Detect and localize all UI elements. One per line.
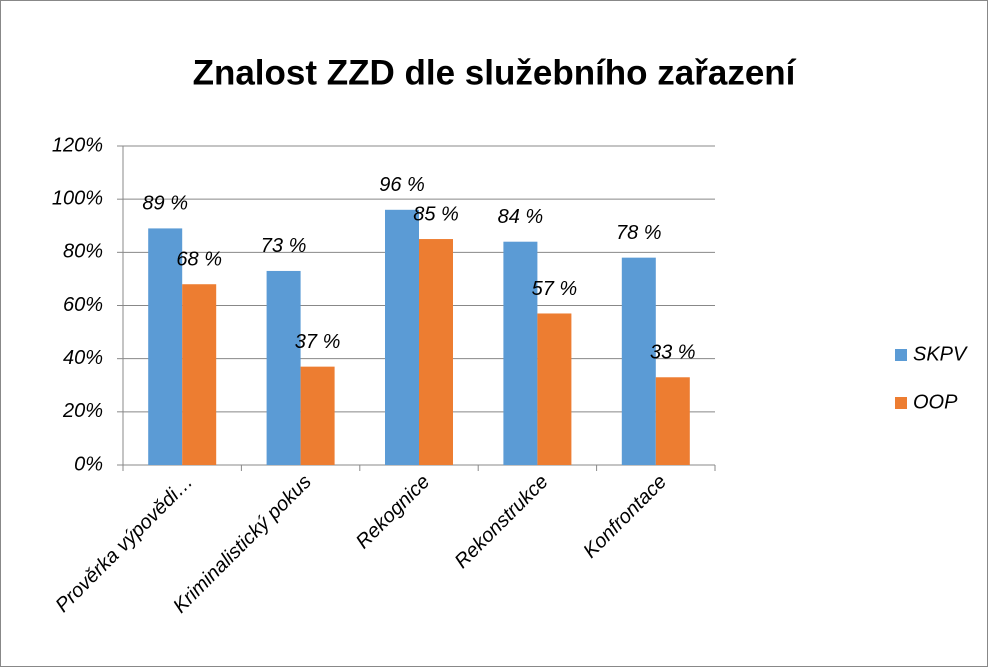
legend-label: OOP [913,391,958,413]
bar [266,270,301,465]
legend-label: SKPV [913,343,968,365]
y-tick-label: 0% [74,453,103,475]
bar [419,239,453,465]
chart-title: Znalost ZZD dle služebního zařazení [193,53,797,92]
data-label: 57 % [532,278,578,300]
bar [503,241,538,465]
data-label: 89 % [142,193,188,215]
y-tick-label: 120% [52,134,103,156]
data-label: 68 % [176,249,222,271]
bar [385,209,419,465]
y-tick-label: 60% [63,294,103,316]
data-label: 85 % [413,203,459,225]
bar [655,377,690,465]
data-label: 78 % [616,222,662,244]
data-label: 73 % [261,235,307,257]
data-label: 33 % [650,342,696,364]
data-label: 96 % [379,174,425,196]
y-tick-label: 40% [63,347,103,369]
bar [300,366,335,465]
y-tick-label: 100% [52,187,103,209]
bar [621,257,656,465]
bar [182,284,217,465]
data-label: 84 % [498,206,544,228]
legend-swatch [895,349,907,361]
bar [148,228,183,465]
data-label: 37 % [295,331,341,353]
bar [537,313,572,465]
y-tick-label: 20% [62,400,103,422]
y-tick-label: 80% [63,241,103,263]
legend-swatch [895,397,907,409]
